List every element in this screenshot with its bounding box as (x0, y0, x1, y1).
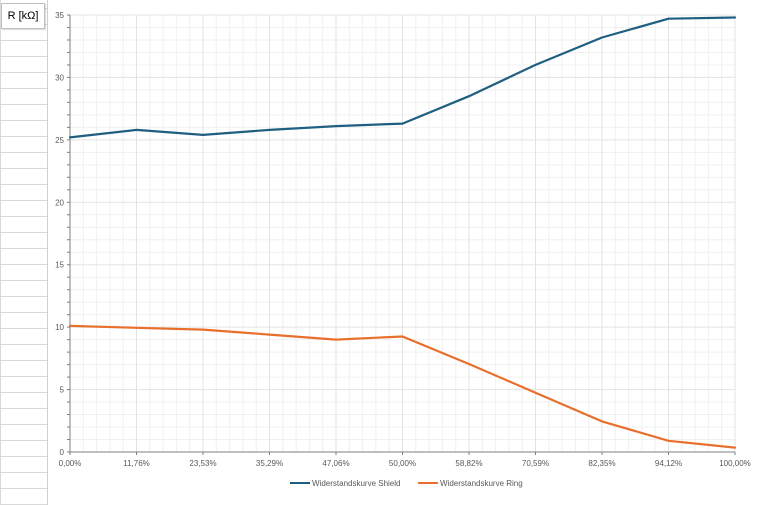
x-tick-label: 0,00% (59, 459, 82, 468)
x-tick-label: 94,12% (655, 459, 682, 468)
x-tick-label: 47,06% (322, 459, 349, 468)
y-axis-title: R [kΩ] (1, 3, 45, 29)
x-tick-label: 35,29% (256, 459, 283, 468)
series-line-ring[interactable] (68, 324, 737, 449)
legend-label-ring: Widerstandskurve Ring (440, 479, 523, 488)
y-tick-label: 30 (55, 73, 64, 82)
x-tick-label: 11,76% (123, 459, 150, 468)
legend-label-shield: Widerstandskurve Shield (312, 479, 400, 488)
y-tick-label: 10 (55, 323, 64, 332)
x-tick-label: 58,82% (455, 459, 482, 468)
y-tick-label: 20 (55, 198, 64, 207)
y-tick-label: 35 (55, 11, 64, 20)
x-tick-label: 100,00% (719, 459, 751, 468)
x-tick-label: 23,53% (189, 459, 216, 468)
x-tick-label: 50,00% (389, 459, 416, 468)
y-tick-label: 5 (60, 386, 65, 395)
x-tick-label: 70,59% (522, 459, 549, 468)
y-tick-label: 0 (60, 448, 65, 457)
y-tick-label: 25 (55, 136, 64, 145)
x-tick-label: 82,35% (588, 459, 615, 468)
series-line-shield[interactable] (68, 16, 737, 139)
y-tick-label: 15 (55, 261, 64, 270)
